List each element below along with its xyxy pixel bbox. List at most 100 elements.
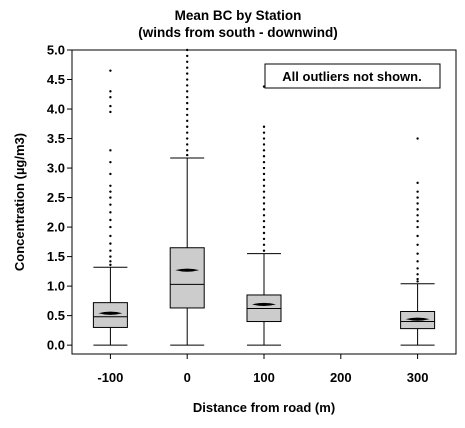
outlier-point xyxy=(262,131,266,134)
box-group xyxy=(400,137,436,346)
x-axis-label: Distance from road (m) xyxy=(193,400,335,415)
outlier-point xyxy=(262,219,266,223)
y-tick-label: 0.5 xyxy=(47,308,65,323)
outlier-point xyxy=(186,143,189,146)
mean-marker xyxy=(252,302,276,307)
outlier-point xyxy=(262,208,266,211)
y-axis: 0.0 0.5 1.0 1.5 2.0 2.5 3.0 3.5 4.0 4.5 5.0 xyxy=(47,43,72,353)
outlier-point xyxy=(186,125,189,128)
outlier-point xyxy=(109,234,112,238)
outlier-point xyxy=(416,260,419,263)
outlier-point xyxy=(109,218,112,222)
outlier-point xyxy=(109,242,112,245)
outlier-point xyxy=(262,125,266,128)
x-tick-label: 100 xyxy=(253,370,275,385)
y-tick-label: 5.0 xyxy=(47,43,65,58)
outlier-point xyxy=(186,137,189,140)
outlier-point xyxy=(109,249,112,252)
x-axis: -100 0 100 200 300 xyxy=(97,354,428,385)
iqr-box xyxy=(169,247,205,309)
outlier-point xyxy=(262,155,266,158)
outlier-point xyxy=(416,243,419,246)
y-tick-label: 2.0 xyxy=(47,220,65,235)
outlier-point xyxy=(186,90,189,93)
outlier-point xyxy=(109,110,112,114)
outlier-point xyxy=(262,166,266,170)
outlier-point xyxy=(262,137,266,140)
outlier-point xyxy=(262,184,266,187)
x-tick-label: 300 xyxy=(407,370,429,385)
outlier-point xyxy=(416,225,419,229)
outlier-point xyxy=(109,160,112,164)
y-tick-label: 0.0 xyxy=(47,338,65,353)
outlier-point xyxy=(109,255,112,258)
outlier-point xyxy=(416,181,419,185)
outlier-point xyxy=(186,131,189,134)
outlier-point xyxy=(109,190,112,193)
annotation-box xyxy=(264,63,441,89)
y-tick-label: 3.0 xyxy=(47,161,65,176)
outlier-point xyxy=(262,190,266,193)
outlier-point xyxy=(262,231,266,235)
chart-subtitle: (winds from south - downwind) xyxy=(138,25,337,40)
iqr-box xyxy=(92,302,128,328)
y-tick-label: 1.5 xyxy=(47,249,65,264)
outlier-point xyxy=(416,267,419,270)
outlier-point xyxy=(109,225,112,229)
outlier-point xyxy=(416,190,419,193)
y-axis-label: Concentration (µg/m3) xyxy=(12,133,27,271)
outlier-point xyxy=(109,149,112,152)
mean-marker xyxy=(175,268,200,272)
outlier-point xyxy=(109,184,112,187)
mean-marker xyxy=(98,311,123,315)
outlier-point xyxy=(186,48,189,52)
outlier-point xyxy=(416,280,419,283)
y-tick-label: 4.0 xyxy=(47,102,65,117)
outlier-point xyxy=(416,196,419,199)
y-tick-label: 4.5 xyxy=(47,72,65,87)
x-tick-label: -100 xyxy=(97,370,123,385)
outlier-point xyxy=(416,208,419,211)
outlier-point xyxy=(109,196,112,199)
outlier-point xyxy=(262,178,266,182)
outlier-point xyxy=(262,160,266,164)
outlier-point xyxy=(416,202,419,205)
outlier-point xyxy=(109,263,112,267)
outlier-point xyxy=(416,137,419,140)
outlier-point xyxy=(262,172,266,176)
box-group xyxy=(246,85,282,346)
outlier-point xyxy=(186,96,189,99)
outlier-point xyxy=(186,101,189,105)
outlier-point xyxy=(186,78,189,81)
outlier-point xyxy=(416,252,419,255)
outlier-point xyxy=(262,196,266,199)
y-tick-label: 3.5 xyxy=(47,131,65,146)
outlier-point xyxy=(262,202,266,205)
y-tick-label: 1.0 xyxy=(47,279,65,294)
outlier-point xyxy=(262,237,266,241)
y-tick-label: 2.5 xyxy=(47,190,65,205)
outlier-point xyxy=(109,90,112,93)
outlier-point xyxy=(186,66,189,69)
outlier-point xyxy=(416,277,419,281)
box-series xyxy=(92,48,436,346)
outlier-point xyxy=(262,249,266,252)
outlier-point xyxy=(186,54,189,58)
chart-title: Mean BC by Station xyxy=(175,8,302,23)
outlier-point xyxy=(109,260,112,263)
outlier-point xyxy=(186,119,189,123)
outlier-point xyxy=(416,214,419,217)
outlier-point xyxy=(416,273,419,276)
box-group xyxy=(92,69,128,346)
outlier-point xyxy=(109,96,112,99)
box-group xyxy=(169,48,205,346)
annotation-text: All outliers not shown. xyxy=(282,69,421,84)
outlier-point xyxy=(186,60,189,64)
outlier-point xyxy=(416,234,419,238)
outlier-point xyxy=(109,203,112,206)
outlier-point xyxy=(186,107,189,111)
outlier-point xyxy=(262,214,266,217)
outlier-point xyxy=(262,243,266,246)
outlier-point xyxy=(109,69,112,72)
